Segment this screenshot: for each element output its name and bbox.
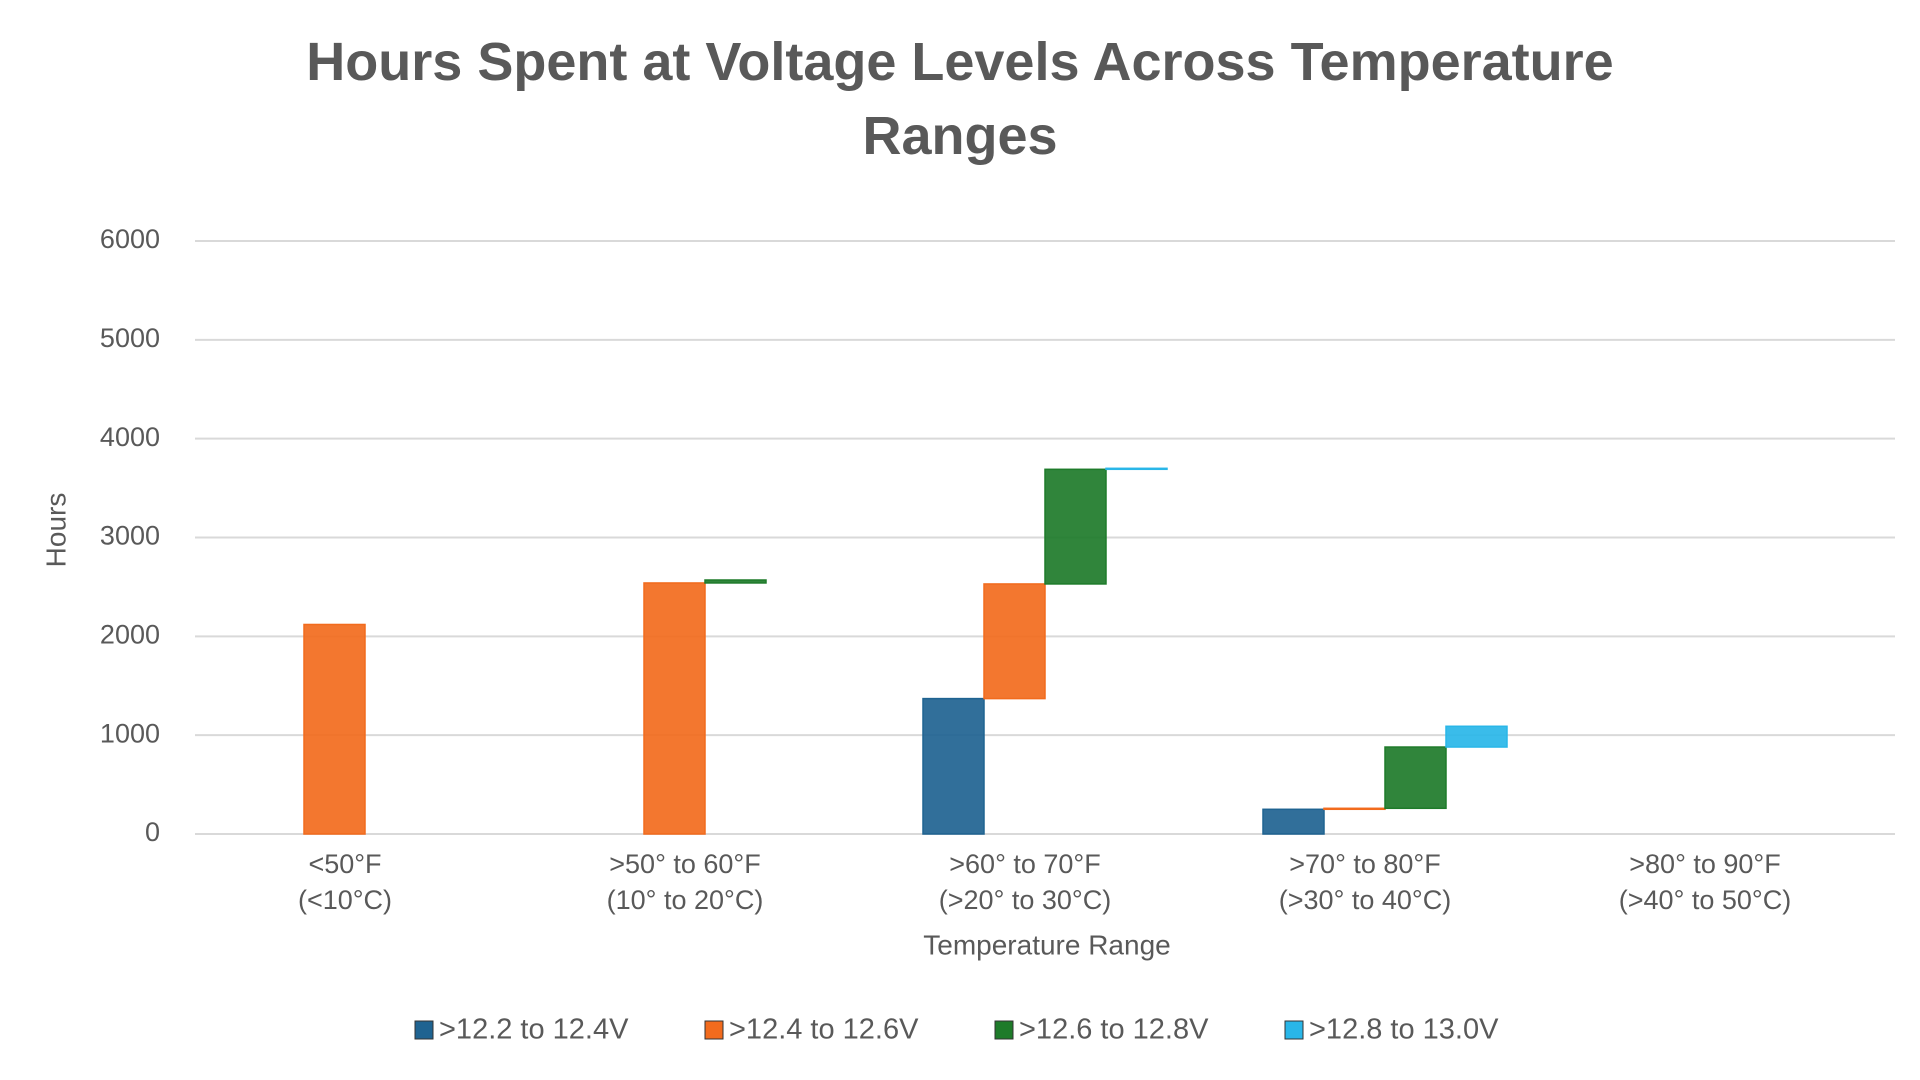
y-tick-label: 1000 — [100, 718, 160, 748]
x-tick-label: <50°F — [308, 849, 381, 879]
x-tick-label: (10° to 20°C) — [607, 885, 764, 915]
x-tick-label: (>20° to 30°C) — [939, 885, 1111, 915]
x-tick-label: >50° to 60°F — [609, 849, 760, 879]
legend-label: >12.8 to 13.0V — [1309, 1014, 1499, 1046]
bar-segment — [643, 582, 706, 835]
chart-title: Hours Spent at Voltage Levels Across Tem… — [306, 32, 1614, 166]
bar-segment — [1445, 725, 1508, 748]
legend-label: >12.2 to 12.4V — [439, 1014, 629, 1046]
y-tick-label: 6000 — [100, 224, 160, 254]
x-tick-label: (>40° to 50°C) — [1619, 885, 1791, 915]
bar-segment — [1384, 746, 1447, 810]
bar-segment — [1323, 807, 1386, 811]
bar-segment — [983, 583, 1046, 700]
x-axis-title: Temperature Range — [923, 929, 1170, 960]
y-tick-label: 3000 — [100, 521, 160, 551]
x-tick-label: >80° to 90°F — [1629, 849, 1780, 879]
chart-title-box: Hours Spent at Voltage Levels Across Tem… — [306, 32, 1614, 166]
bar-segment — [1044, 468, 1107, 585]
y-tick-label: 4000 — [100, 422, 160, 452]
x-tick-label: >70° to 80°F — [1289, 849, 1440, 879]
y-tick-label: 5000 — [100, 323, 160, 353]
legend-label: >12.6 to 12.8V — [1019, 1014, 1209, 1046]
bar-segment — [1262, 808, 1325, 835]
y-axis-title: Hours — [40, 493, 71, 568]
legend-swatch — [414, 1020, 434, 1040]
bar-segment — [922, 697, 985, 835]
legend-label: >12.4 to 12.6V — [729, 1014, 919, 1046]
legend-swatch — [1284, 1020, 1304, 1040]
y-tick-label: 2000 — [100, 619, 160, 649]
y-tick-label: 0 — [145, 817, 160, 847]
x-tick-label: (<10°C) — [298, 885, 392, 915]
x-tick-label: (>30° to 40°C) — [1279, 885, 1451, 915]
legend-swatch — [994, 1020, 1014, 1040]
x-tick-label: >60° to 70°F — [949, 849, 1100, 879]
legend-swatch — [704, 1020, 724, 1040]
bar-segment — [704, 579, 767, 584]
bar-segment — [1105, 467, 1168, 471]
bar-segment — [303, 623, 366, 835]
